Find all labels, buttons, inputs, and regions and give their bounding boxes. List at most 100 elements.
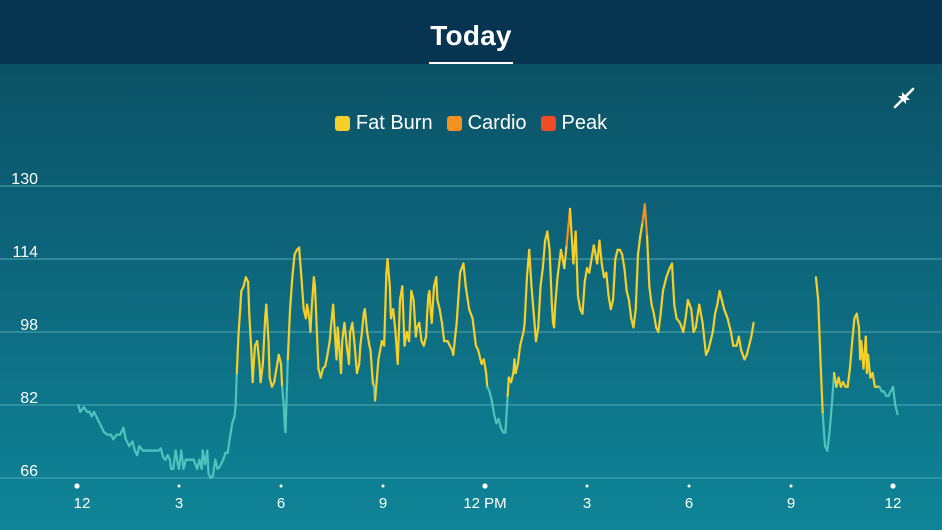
hr-series-0-segment [233, 403, 237, 418]
hr-series-0-segment [720, 298, 726, 311]
hr-series-0-segment [363, 308, 369, 334]
legend-label-peak: Peak [561, 112, 608, 134]
hr-series-0-segment [514, 362, 519, 375]
hr-series-1-segment [894, 403, 899, 416]
hr-series-0-segment [218, 458, 225, 468]
hr-series-0-segment [522, 321, 526, 334]
page-title: Today [430, 20, 512, 51]
hr-series-0-segment [707, 340, 712, 352]
hr-series-0-segment [729, 330, 735, 347]
hr-series-0-segment [355, 362, 361, 375]
hr-series-0-segment [488, 390, 493, 402]
hr-series-0-segment [347, 330, 352, 366]
hr-series-1-segment [848, 340, 854, 370]
hr-series-0-segment [462, 262, 467, 288]
x-tick-dot [177, 484, 181, 488]
hr-series-1-segment [830, 371, 836, 407]
hr-series-0-segment [273, 367, 278, 384]
hr-series-0-segment [313, 285, 318, 315]
hr-series-0-segment [235, 335, 240, 375]
hr-series-0-segment [324, 353, 329, 368]
legend-item-cardio: Cardio [446, 112, 527, 135]
hr-series-0-segment [231, 415, 236, 425]
hr-series-0-segment [455, 271, 462, 324]
x-tick-label: 3 [583, 495, 591, 512]
hr-series-0-segment [553, 303, 557, 329]
hr-series-0-segment [737, 335, 743, 352]
hr-series-0-segment [684, 298, 689, 320]
hr-series-0-segment [686, 298, 693, 311]
hr-series-0-segment [418, 321, 423, 343]
legend-item-peak: Peak [540, 112, 608, 135]
hr-series-0-segment [435, 276, 439, 302]
hr-series-0-segment [438, 308, 444, 324]
legend-swatch-peak [540, 116, 556, 131]
hr-series-0-segment [621, 253, 626, 270]
y-tick-label: 130 [11, 171, 38, 188]
hr-series-0-segment [383, 308, 387, 347]
hr-series-0-segment [286, 308, 292, 361]
hr-series-0-segment [359, 335, 363, 347]
header-bar [0, 0, 942, 64]
x-tick-dot [585, 484, 589, 488]
hr-series-0-segment [284, 358, 289, 434]
hr-series-0-segment [709, 330, 714, 343]
hr-series-0-segment [407, 289, 413, 343]
hr-series-0-segment [747, 335, 753, 347]
collapse-button[interactable] [889, 83, 919, 113]
hr-series-0-segment [428, 289, 432, 311]
legend: Fat Burn Cardio Peak [0, 112, 942, 135]
hr-series-0-segment [530, 285, 535, 315]
hr-series-0-segment [124, 438, 131, 448]
hr-series-0-segment [690, 308, 695, 334]
y-tick-label: 82 [20, 390, 38, 407]
hr-series-0-segment [440, 321, 446, 343]
hr-series-1-segment [851, 317, 856, 343]
hr-series-0-segment [281, 385, 285, 407]
hr-series-0-segment [248, 312, 253, 356]
hr-series-0-segment [523, 276, 529, 324]
hr-series-1-segment [828, 403, 833, 434]
hr-series-0-segment [482, 358, 488, 375]
hr-series-0-segment [548, 248, 553, 306]
hr-series-0-segment [373, 358, 380, 402]
hr-series-0-segment [537, 285, 542, 329]
hr-series-0-segment [206, 449, 210, 475]
hr-series-0-segment [623, 267, 628, 293]
hr-series-0-segment [222, 451, 227, 461]
hr-series-0-segment [574, 230, 580, 297]
hr-series-0-segment [673, 303, 678, 320]
hr-series-0-segment [516, 344, 522, 366]
hr-series-0-segment [581, 280, 586, 315]
hr-series-0-segment [583, 267, 589, 283]
hr-series-0-segment [652, 312, 658, 329]
hr-series-0-segment [366, 330, 371, 347]
hr-series-0-segment [300, 276, 305, 311]
hr-series-0-segment [534, 326, 540, 343]
x-tick-label: 12 [74, 495, 91, 512]
hr-series-0-segment [305, 303, 311, 320]
hr-series-0-segment [648, 285, 653, 306]
hr-series-0-segment [315, 312, 319, 343]
hr-series-0-segment [657, 312, 662, 334]
hr-series-0-segment [279, 362, 284, 388]
hr-series-0-segment [414, 326, 419, 338]
hr-series-0-segment [412, 298, 417, 338]
hr-series-0-segment [424, 312, 429, 338]
hr-series-0-segment [182, 458, 187, 470]
hr-series-0-segment [563, 244, 568, 270]
hr-series-0-segment [226, 435, 232, 455]
hr-series-0-segment [698, 303, 704, 324]
hr-series-1-segment [817, 298, 822, 361]
hr-series-0-segment [711, 312, 717, 334]
hr-series-0-segment [430, 285, 436, 324]
hr-series-0-segment [237, 308, 242, 338]
hr-series-0-segment [388, 285, 393, 320]
hr-series-0-segment [718, 289, 723, 302]
hr-series-0-segment [247, 280, 251, 315]
hr-series-0-segment [174, 449, 179, 466]
hr-series-0-segment [452, 321, 458, 356]
hr-series-0-segment [384, 271, 388, 311]
x-tick-label: 12 [885, 495, 902, 512]
hr-series-0-segment [611, 257, 617, 302]
